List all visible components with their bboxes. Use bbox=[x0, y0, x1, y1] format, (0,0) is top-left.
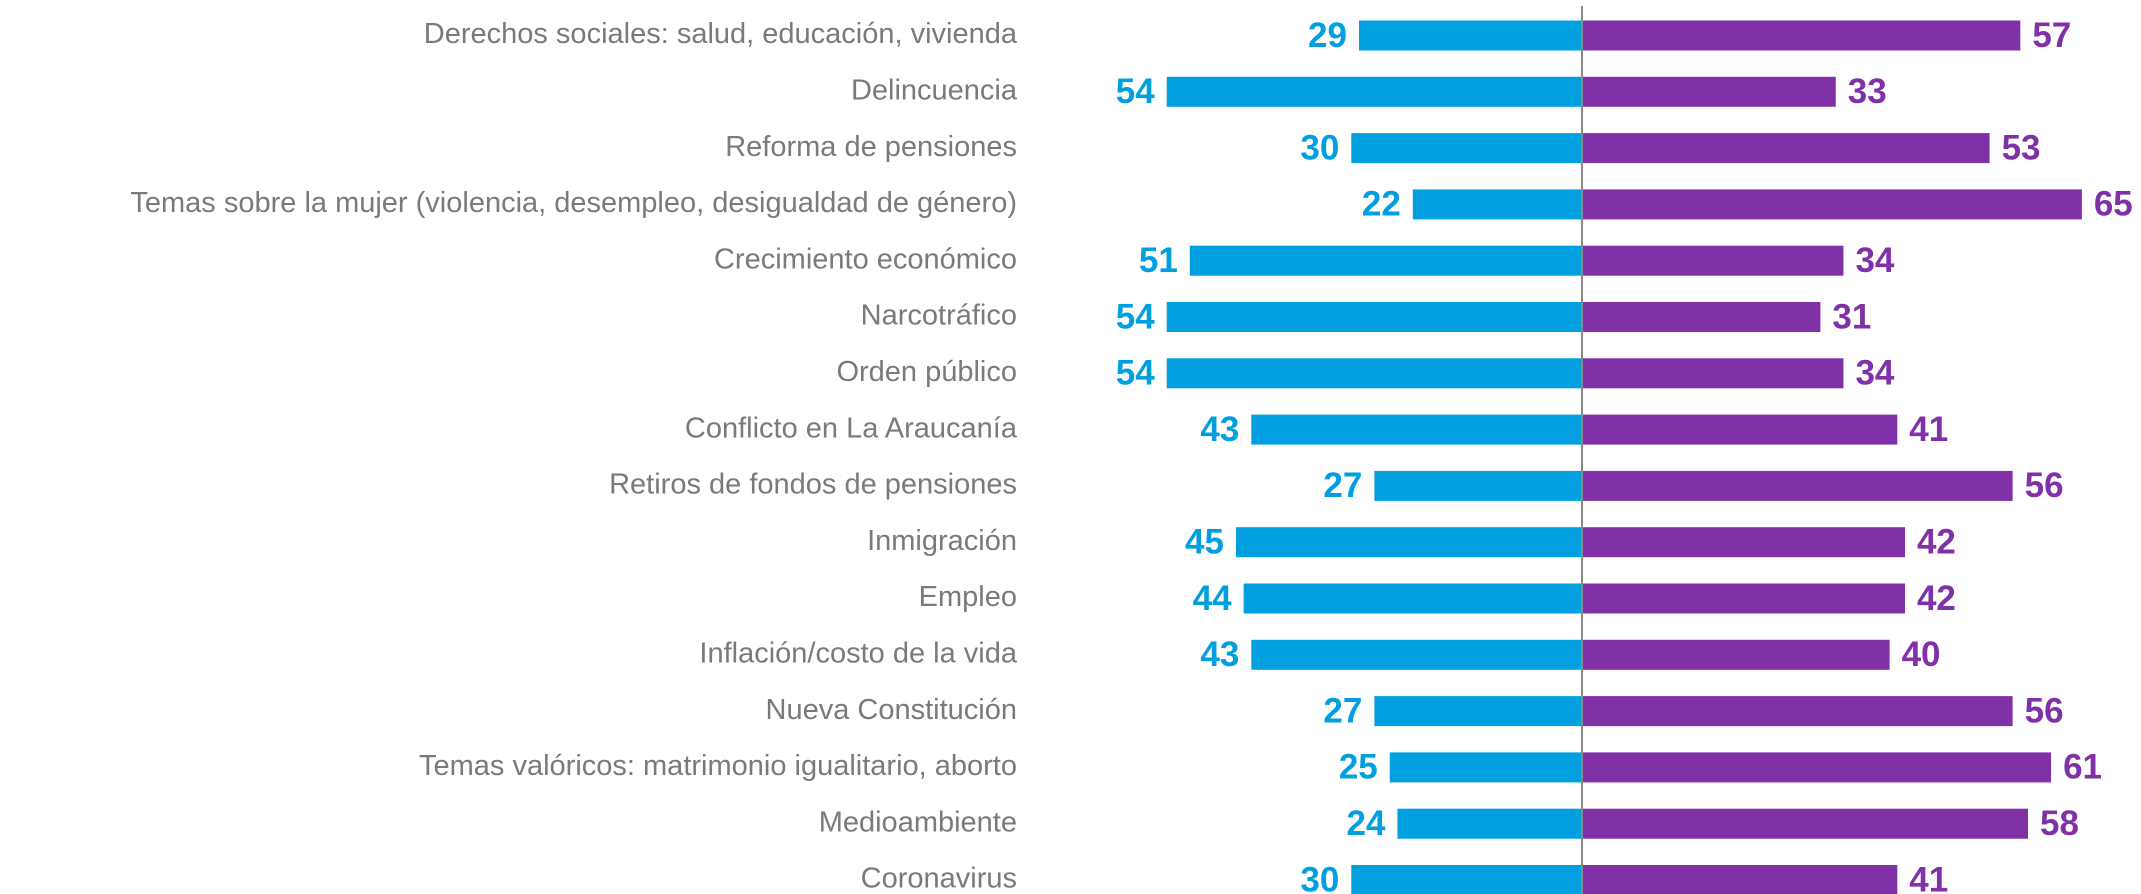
bar bbox=[1582, 414, 1898, 445]
value-label: 54 bbox=[1116, 354, 1155, 393]
category-label: Inflación/costo de la vida bbox=[699, 637, 1017, 669]
category-label: Delincuencia bbox=[851, 74, 1018, 106]
bar bbox=[1582, 245, 1844, 276]
value-label: 51 bbox=[1139, 241, 1178, 280]
value-label: 57 bbox=[2032, 16, 2071, 55]
value-label: 29 bbox=[1308, 16, 1347, 55]
bar bbox=[1189, 245, 1582, 276]
value-label: 54 bbox=[1116, 72, 1155, 111]
value-label: 24 bbox=[1347, 804, 1386, 843]
bar bbox=[1358, 20, 1582, 51]
bar bbox=[1251, 414, 1582, 445]
bar bbox=[1582, 470, 2013, 501]
bar bbox=[1235, 527, 1582, 558]
value-label: 30 bbox=[1300, 860, 1339, 894]
value-label: 56 bbox=[2025, 466, 2064, 505]
bar bbox=[1166, 76, 1582, 107]
bar bbox=[1351, 133, 1582, 164]
bar bbox=[1243, 583, 1582, 614]
value-label: 34 bbox=[1855, 241, 1894, 280]
bar bbox=[1582, 527, 1905, 558]
category-label: Temas valóricos: matrimonio igualitario,… bbox=[419, 750, 1017, 782]
bar bbox=[1582, 639, 1890, 670]
value-label: 56 bbox=[2025, 691, 2064, 730]
value-label: 43 bbox=[1200, 410, 1239, 449]
category-label: Orden público bbox=[836, 356, 1017, 388]
value-label: 34 bbox=[1855, 354, 1894, 393]
bar bbox=[1582, 696, 2013, 727]
category-label: Empleo bbox=[919, 581, 1017, 613]
bar bbox=[1582, 358, 1844, 389]
value-label: 45 bbox=[1185, 522, 1224, 561]
value-label: 30 bbox=[1300, 128, 1339, 167]
bar bbox=[1412, 189, 1582, 220]
value-label: 65 bbox=[2094, 185, 2133, 224]
bar bbox=[1582, 133, 1990, 164]
value-label: 44 bbox=[1193, 579, 1232, 618]
value-label: 41 bbox=[1909, 410, 1948, 449]
bar bbox=[1582, 583, 1905, 614]
bar bbox=[1166, 302, 1582, 332]
bar bbox=[1582, 808, 2029, 839]
value-label: 42 bbox=[1917, 522, 1956, 561]
value-label: 27 bbox=[1323, 466, 1362, 505]
category-label: Derechos sociales: salud, educación, viv… bbox=[424, 18, 1018, 50]
category-label: Conflicto en La Araucanía bbox=[685, 412, 1018, 444]
value-label: 43 bbox=[1200, 635, 1239, 674]
category-label: Narcotráfico bbox=[861, 300, 1017, 332]
bar bbox=[1374, 470, 1582, 501]
category-label: Temas sobre la mujer (violencia, desempl… bbox=[130, 187, 1017, 219]
bar bbox=[1397, 808, 1582, 839]
value-label: 27 bbox=[1323, 691, 1362, 730]
value-label: 31 bbox=[1832, 297, 1871, 336]
bar bbox=[1582, 752, 2052, 783]
value-label: 53 bbox=[2002, 128, 2041, 167]
bar bbox=[1582, 865, 1898, 894]
value-label: 33 bbox=[1848, 72, 1887, 111]
value-label: 61 bbox=[2063, 748, 2102, 787]
value-label: 58 bbox=[2040, 804, 2079, 843]
category-label: Reforma de pensiones bbox=[725, 131, 1017, 163]
value-label: 25 bbox=[1339, 748, 1378, 787]
bar bbox=[1582, 302, 1821, 332]
value-label: 40 bbox=[1902, 635, 1941, 674]
category-label: Medioambiente bbox=[819, 806, 1017, 838]
category-label: Inmigración bbox=[867, 525, 1017, 557]
value-label: 22 bbox=[1362, 185, 1401, 224]
bar bbox=[1166, 358, 1582, 389]
category-label: Crecimiento económico bbox=[714, 243, 1017, 275]
bar bbox=[1251, 639, 1582, 670]
bar bbox=[1389, 752, 1582, 783]
value-label: 42 bbox=[1917, 579, 1956, 618]
bar bbox=[1582, 76, 1836, 107]
bar bbox=[1582, 20, 2021, 51]
category-label: Nueva Constitución bbox=[766, 694, 1017, 726]
bar bbox=[1582, 189, 2082, 220]
value-label: 41 bbox=[1909, 860, 1948, 894]
value-label: 54 bbox=[1116, 297, 1155, 336]
bar bbox=[1351, 865, 1582, 894]
bar bbox=[1374, 696, 1582, 727]
category-label: Retiros de fondos de pensiones bbox=[609, 469, 1017, 501]
category-label: Coronavirus bbox=[861, 863, 1017, 894]
